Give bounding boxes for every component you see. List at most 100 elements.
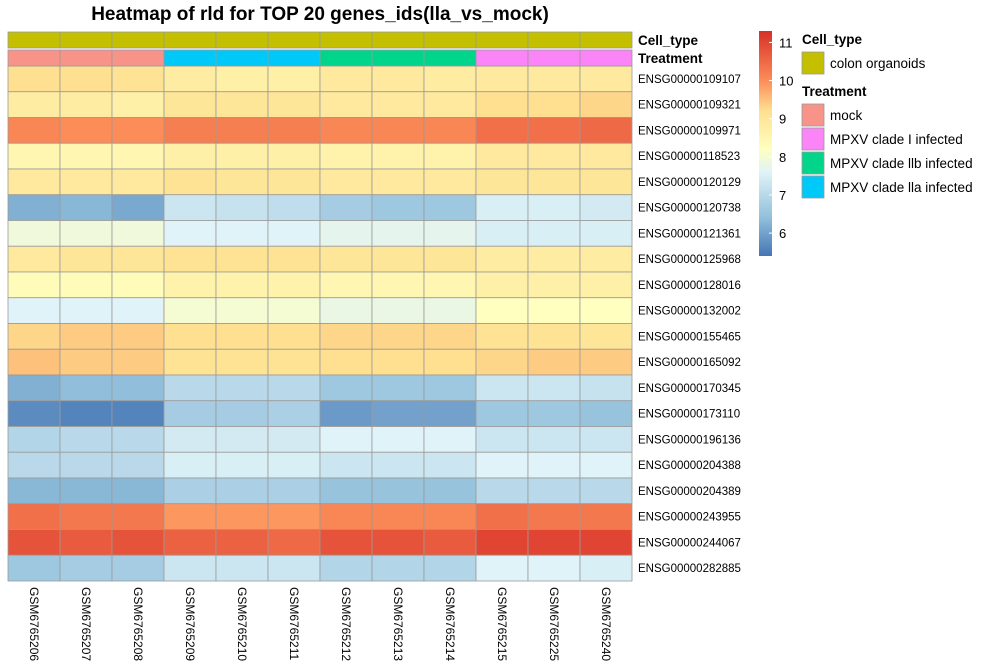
heatmap-cell xyxy=(111,374,165,402)
heatmap-cell xyxy=(267,374,321,402)
heatmap-cell xyxy=(475,142,529,170)
heatmap-cell xyxy=(215,91,269,118)
heatmap-cell xyxy=(579,91,633,118)
heatmap-cell xyxy=(423,477,477,505)
heatmap-cell xyxy=(423,451,477,479)
column-label: GSM6765214 xyxy=(443,587,457,661)
heatmap-cell xyxy=(319,168,373,196)
heatmap-cell xyxy=(527,142,581,170)
heatmap-cell xyxy=(215,477,269,505)
heatmap-cell xyxy=(163,323,217,350)
row-label: ENSG00000204389 xyxy=(638,486,741,498)
heatmap-cell xyxy=(579,477,633,505)
heatmap-cell xyxy=(319,529,373,556)
column-label: GSM6765211 xyxy=(287,587,301,660)
heatmap-cell xyxy=(423,142,477,170)
heatmap-cell xyxy=(163,65,217,93)
heatmap-cell xyxy=(319,426,373,453)
heatmap-cell xyxy=(319,297,373,324)
heatmap-cell xyxy=(163,477,217,505)
heatmap-cell xyxy=(319,194,373,221)
heatmap-cell xyxy=(267,245,321,273)
heatmap-cell xyxy=(7,65,61,93)
heatmap-cell xyxy=(371,503,425,530)
heatmap-cell xyxy=(423,554,477,582)
heatmap-cell xyxy=(7,245,61,273)
heatmap-cell xyxy=(111,503,165,530)
heatmap-cell xyxy=(371,65,425,93)
heatmap-cell xyxy=(423,271,477,299)
heatmap-cell xyxy=(215,220,269,247)
color-scale-bar xyxy=(759,31,772,256)
heatmap-cell xyxy=(7,168,61,196)
annotation-cell-cell_type xyxy=(7,31,61,49)
heatmap-cell xyxy=(59,426,113,453)
heatmap-cell xyxy=(423,529,477,556)
color-scale-tick-label: 7 xyxy=(779,188,786,203)
heatmap-cell xyxy=(371,297,425,324)
heatmap-cell xyxy=(371,245,425,273)
heatmap-cell xyxy=(59,323,113,350)
heatmap-cell xyxy=(579,194,633,221)
heatmap-cell xyxy=(475,168,529,196)
annotation-cell-treatment xyxy=(475,49,529,67)
heatmap-cell xyxy=(579,117,633,144)
annotation-cell-treatment xyxy=(319,49,373,67)
heatmap-cell xyxy=(423,117,477,144)
row-label: ENSG00000109321 xyxy=(638,100,741,112)
row-label: ENSG00000128016 xyxy=(638,280,741,292)
heatmap-cell xyxy=(59,297,113,324)
heatmap-cell xyxy=(7,117,61,144)
heatmap-cell xyxy=(319,451,373,479)
heatmap-cell xyxy=(423,220,477,247)
row-label: ENSG00000155465 xyxy=(638,331,741,343)
heatmap-cell xyxy=(7,529,61,556)
heatmap-cell xyxy=(111,400,165,427)
annotation-cell-treatment xyxy=(267,49,321,67)
heatmap-cell xyxy=(215,245,269,273)
heatmap-cell xyxy=(423,194,477,221)
heatmap-cell xyxy=(267,554,321,582)
heatmap-cell xyxy=(267,323,321,350)
heatmap-cell xyxy=(267,91,321,118)
heatmap-cell xyxy=(579,374,633,402)
heatmap-cell xyxy=(527,297,581,324)
heatmap-cell xyxy=(475,348,529,376)
annotation-label: Treatment xyxy=(638,51,703,66)
heatmap-cell xyxy=(59,477,113,505)
annotation-cell-cell_type xyxy=(215,31,269,49)
heatmap-cell xyxy=(7,348,61,376)
heatmap-cell xyxy=(475,529,529,556)
legend-swatch xyxy=(801,175,825,199)
color-scale-tick-label: 6 xyxy=(779,226,786,241)
legend-swatch xyxy=(801,127,825,151)
heatmap-cell xyxy=(371,554,425,582)
heatmap-cell xyxy=(215,168,269,196)
color-scale-tick-label: 9 xyxy=(779,112,786,127)
heatmap-cell xyxy=(111,117,165,144)
legend-swatch xyxy=(801,103,825,127)
heatmap-cell xyxy=(423,374,477,402)
heatmap-cell xyxy=(423,400,477,427)
column-label: GSM6765215 xyxy=(495,587,509,661)
annotation-cell-treatment xyxy=(527,49,581,67)
heatmap-cell xyxy=(475,400,529,427)
heatmap-cell xyxy=(579,297,633,324)
heatmap-cell xyxy=(163,348,217,376)
heatmap-cell xyxy=(7,142,61,170)
heatmap-cell xyxy=(319,65,373,93)
legend-item-label: MPXV clade llb infected xyxy=(830,156,973,171)
heatmap-cell xyxy=(423,348,477,376)
annotation-cell-treatment xyxy=(423,49,477,67)
heatmap-cell xyxy=(319,477,373,505)
heatmap-cell xyxy=(475,426,529,453)
heatmap-cell xyxy=(371,220,425,247)
annotation-cell-cell_type xyxy=(527,31,581,49)
heatmap-cell xyxy=(163,220,217,247)
heatmap-cell xyxy=(319,91,373,118)
column-label: GSM6765208 xyxy=(131,587,145,661)
heatmap-cell xyxy=(579,451,633,479)
heatmap-cell xyxy=(475,65,529,93)
column-label: GSM6765213 xyxy=(391,587,405,661)
